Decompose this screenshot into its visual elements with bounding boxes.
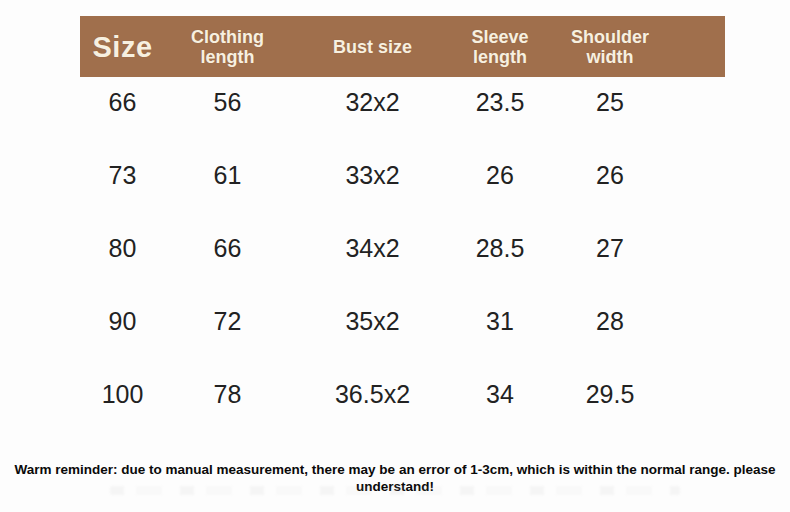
table-cell-size: 66 [80,66,165,139]
table-cell-clothing-length: 78 [165,358,290,431]
table-cell-size: 100 [80,358,165,431]
table-cell-clothing-length: 56 [165,66,290,139]
table-cell-shoulder-width: 27 [545,212,675,285]
table-cell-size: 90 [80,285,165,358]
table-cell-shoulder-width: 28 [545,285,675,358]
table-cell-bust-size: 35x2 [290,285,455,358]
table-cell-clothing-length: 66 [165,212,290,285]
table-cell-size: 80 [80,212,165,285]
table-cell-bust-size: 36.5x2 [290,358,455,431]
table-cell-shoulder-width: 25 [545,66,675,139]
table-cell-sleeve-length: 23.5 [455,66,545,139]
table-cell-sleeve-length: 34 [455,358,545,431]
table-cell-sleeve-length: 31 [455,285,545,358]
table-cell-bust-size: 34x2 [290,212,455,285]
table-cell-size: 73 [80,139,165,212]
size-table-body: 66 56 32x2 23.5 25 73 61 33x2 26 26 80 6… [80,66,675,431]
table-cell-clothing-length: 72 [165,285,290,358]
table-cell-clothing-length: 61 [165,139,290,212]
table-cell-sleeve-length: 26 [455,139,545,212]
table-cell-shoulder-width: 26 [545,139,675,212]
table-cell-shoulder-width: 29.5 [545,358,675,431]
faint-ghost-text-artifact [110,486,680,495]
table-cell-sleeve-length: 28.5 [455,212,545,285]
table-cell-bust-size: 33x2 [290,139,455,212]
table-cell-bust-size: 32x2 [290,66,455,139]
